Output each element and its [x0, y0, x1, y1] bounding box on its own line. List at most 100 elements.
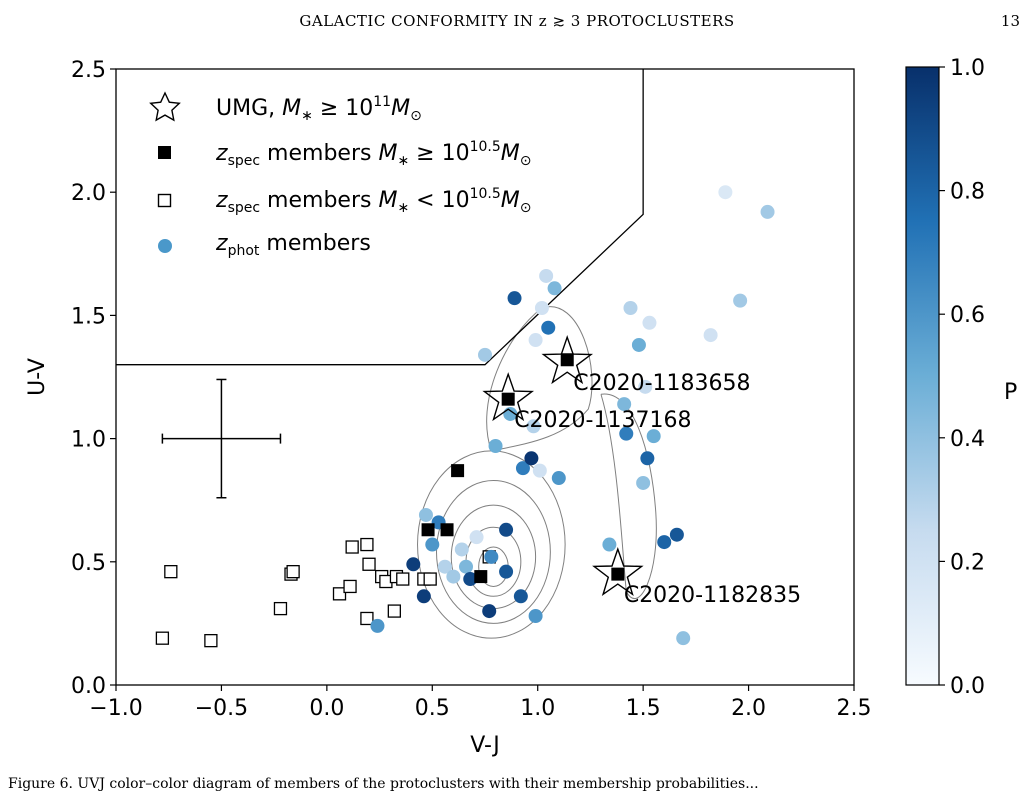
phot-point-16	[499, 522, 514, 537]
legend-spec-low-rel: < 10	[409, 188, 469, 213]
legend-open-square-icon	[157, 193, 172, 208]
spec-high-point-0	[560, 353, 574, 367]
y-tick-label-4: 2.0	[71, 181, 106, 206]
svg-text:UMG, M∗ ≥ 1011M⊙: UMG, M∗ ≥ 1011M⊙	[216, 94, 422, 124]
legend-spec-high-tailsub: ⊙	[520, 153, 532, 169]
legend-umg-mid: ≥ 10	[313, 96, 373, 121]
phot-point-25	[528, 333, 543, 348]
y-tick-label-0: 0.0	[71, 674, 106, 699]
y-tick-label-5: 2.5	[71, 58, 106, 83]
phot-point-17	[499, 564, 514, 579]
phot-point-27	[534, 301, 549, 316]
umg-label-0: C2020-1183658	[573, 371, 750, 396]
contour-outer-upper	[486, 306, 593, 452]
spec-high-point-1	[501, 392, 515, 406]
y-tick-label-1: 0.5	[71, 551, 106, 576]
phot-point-2	[416, 589, 431, 604]
phot-point-13	[482, 604, 497, 619]
phot-point-39	[640, 451, 655, 466]
spec-high-points	[421, 353, 625, 584]
legend-spec-high-rel: ≥ 10	[409, 141, 469, 166]
phot-point-37	[636, 475, 651, 490]
colorbar-gradient	[905, 66, 940, 686]
legend-spec-low-sup: 10.5	[470, 186, 501, 202]
phot-point-40	[642, 315, 657, 330]
phot-point-22	[524, 451, 539, 466]
colorbar-tick-label-0: 0.0	[950, 674, 985, 699]
phot-point-42	[657, 535, 672, 550]
phot-point-0	[370, 618, 385, 633]
legend: UMG, M∗ ≥ 1011M⊙ zspec members M∗ ≥ 1010…	[149, 91, 531, 259]
colorbar: 0.0 0.2 0.4 0.6 0.8 1.0 P	[905, 56, 1017, 699]
legend-spec-high-math: M	[378, 141, 397, 166]
legend-spec-low-math: M	[378, 188, 397, 213]
y-axis-label: U-V	[25, 358, 50, 396]
phot-point-43	[669, 527, 684, 542]
y-tick-label-3: 1.5	[71, 304, 106, 329]
legend-umg-sup: 11	[373, 94, 391, 110]
legend-phot-pre: z	[215, 231, 228, 256]
spec-low-point-8	[345, 540, 359, 554]
legend-spec-high-sub: spec	[228, 153, 261, 169]
spec-low-point-0	[155, 631, 170, 645]
phot-point-10	[463, 572, 478, 587]
legend-phot-mid: members	[259, 231, 370, 256]
spec-low-point-11	[360, 611, 374, 626]
x-tick-label-6: 2.0	[731, 696, 766, 721]
phot-point-4	[425, 537, 440, 552]
figure-caption: Figure 6. UVJ color–color diagram of mem…	[8, 776, 759, 792]
legend-umg-pre: UMG,	[216, 96, 282, 121]
legend-filled-square-icon	[158, 146, 171, 159]
umg-star-2	[592, 546, 644, 597]
phot-point-19	[507, 291, 522, 306]
phot-point-34	[619, 426, 634, 441]
phot-point-23	[526, 419, 541, 434]
legend-star-icon	[149, 91, 181, 122]
x-tick-label-0: −1.0	[89, 696, 142, 721]
phot-point-11	[469, 530, 484, 545]
contour-3	[436, 479, 551, 624]
umg-label-1: C2020-1137168	[514, 408, 691, 433]
legend-umg-tail: M	[391, 96, 410, 121]
spec-low-point-9	[360, 537, 374, 552]
colorbar-ticks: 0.0 0.2 0.4 0.6 0.8 1.0	[939, 56, 985, 699]
density-contours	[417, 306, 657, 639]
spec-high-point-2	[451, 464, 465, 478]
quiescent-boundary-line	[116, 69, 644, 366]
uvj-diagram: C2020-1183658C2020-1137168C2020-1182835 …	[25, 56, 1017, 758]
phot-point-1	[406, 557, 421, 572]
colorbar-tick-label-4: 0.8	[950, 180, 985, 205]
legend-umg-sub: ∗	[301, 108, 313, 124]
phot-point-26	[532, 463, 547, 478]
legend-phot: zphot members	[158, 231, 371, 259]
spec-low-point-14	[387, 604, 401, 618]
legend-spec-low-tail: M	[501, 188, 520, 213]
legend-umg-tailsub: ⊙	[410, 108, 422, 124]
phot-point-8	[454, 542, 469, 557]
phot-point-21	[515, 461, 530, 476]
phot-point-35	[623, 301, 638, 316]
phot-point-3	[418, 507, 433, 522]
spec-high-point-3	[421, 523, 435, 537]
colorbar-tick-label-3: 0.6	[950, 303, 985, 328]
colorbar-tick-label-5: 1.0	[950, 56, 985, 81]
spec-low-point-7	[343, 579, 357, 594]
umg-star-1	[482, 372, 535, 422]
x-tick-label-4: 1.0	[520, 696, 555, 721]
phot-point-29	[541, 320, 556, 335]
phot-point-47	[733, 293, 748, 308]
legend-spec-high: zspec members M∗ ≥ 1010.5M⊙	[158, 139, 531, 169]
spec-low-point-10	[362, 557, 376, 571]
phot-point-41	[646, 429, 661, 444]
phot-point-6	[437, 559, 452, 574]
spec-high-point-6	[611, 567, 625, 581]
phot-point-46	[718, 185, 733, 200]
y-tick-label-2: 1.0	[71, 428, 106, 453]
phot-point-45	[703, 328, 718, 343]
phot-point-28	[539, 268, 554, 283]
colorbar-label: P	[1004, 380, 1017, 405]
phot-point-31	[551, 471, 566, 486]
legend-phot-sub: phot	[228, 243, 260, 259]
colorbar-tick-label-2: 0.4	[950, 427, 985, 452]
svg-text:zphot members: zphot members	[215, 231, 371, 259]
